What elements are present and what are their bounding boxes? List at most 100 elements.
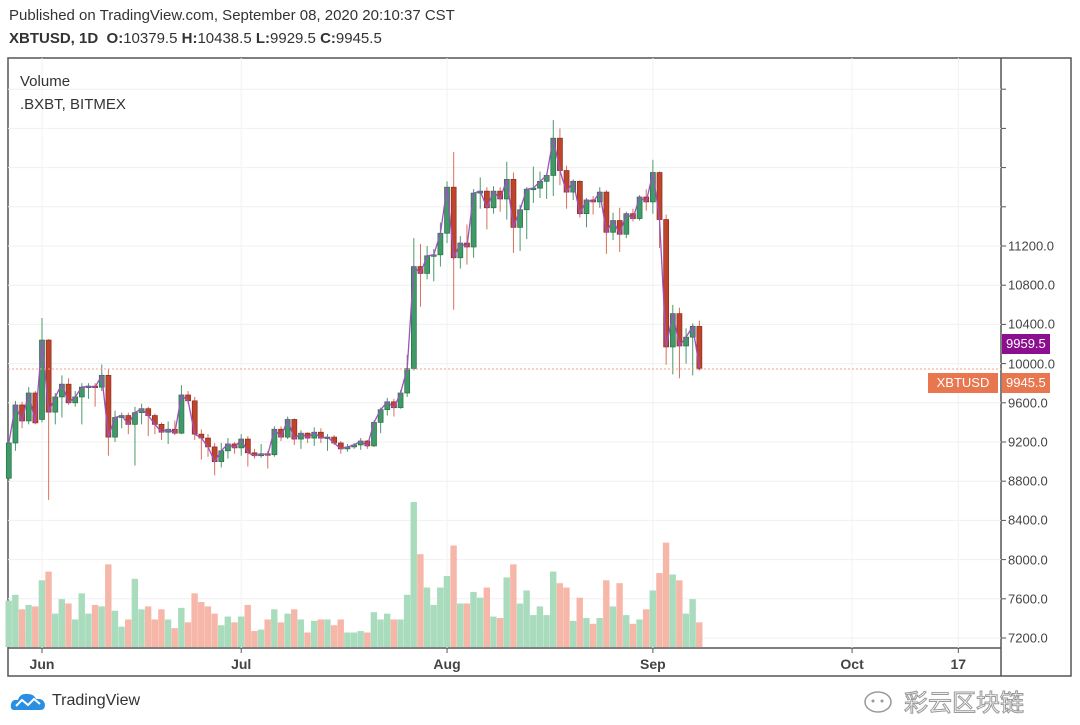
candle — [450, 151, 457, 310]
volume-bar — [231, 622, 238, 647]
y-tick-label: 10000.0 — [1008, 356, 1055, 372]
candle — [5, 439, 12, 482]
candle-body — [291, 419, 298, 440]
candles — [5, 120, 703, 500]
volume-bar — [397, 619, 404, 647]
volume-bar — [649, 590, 656, 647]
close-label: C: — [320, 30, 336, 47]
volume-bar — [450, 545, 457, 647]
candle — [59, 375, 65, 418]
volume-bar — [609, 606, 617, 647]
volume-bar — [370, 612, 378, 647]
candle-body — [603, 191, 610, 233]
volume-bar — [237, 616, 245, 647]
volume-bar — [271, 609, 278, 647]
volume-bar — [178, 607, 185, 647]
volume-bar — [317, 619, 324, 647]
high-label: H: — [181, 30, 198, 47]
volume-bar — [656, 573, 663, 647]
volume-bar — [383, 613, 391, 647]
volume-bar — [337, 619, 344, 647]
volume-bar — [682, 613, 690, 647]
candle-body — [404, 368, 411, 394]
y-tick-label: 7600.0 — [1008, 591, 1048, 607]
volume-bar — [204, 606, 212, 647]
volume-bar — [105, 564, 112, 647]
candle — [530, 166, 537, 203]
volume-bar — [543, 615, 550, 647]
candle — [357, 438, 364, 450]
tradingview-cloud-icon — [10, 693, 46, 710]
candle-body — [450, 186, 457, 259]
volume-bar — [277, 622, 285, 647]
volume-bar — [589, 623, 597, 647]
candle-body — [132, 412, 138, 425]
volume-bar — [496, 618, 504, 647]
open-label: O: — [106, 30, 124, 47]
volume-bar — [623, 615, 630, 647]
symbol-interval: XBTUSD, 1D — [9, 30, 99, 47]
watermark-text: 彩云区块链 — [904, 689, 1025, 718]
candle-body — [484, 190, 490, 209]
candle-body — [610, 220, 616, 233]
candle — [198, 429, 205, 460]
volume-bar — [91, 604, 99, 647]
candle-body — [669, 313, 676, 348]
close-value: 9945.5 — [335, 30, 382, 47]
tradingview-brand: TradingView — [52, 692, 141, 709]
x-tick-label: 17 — [950, 656, 967, 672]
volume-bar — [676, 580, 683, 647]
volume-bar — [304, 632, 311, 647]
candle — [39, 318, 45, 423]
volume-bar — [224, 616, 232, 647]
volume-bar — [118, 626, 125, 647]
candle-body — [397, 392, 404, 409]
y-tick-label: 9600.0 — [1008, 395, 1048, 411]
candle — [318, 428, 324, 443]
candle — [424, 246, 430, 280]
candle-body — [437, 232, 444, 256]
y-tick-label: 8800.0 — [1008, 473, 1048, 489]
candle — [610, 212, 616, 241]
tradingview-logo[interactable]: TradingView — [10, 690, 140, 712]
volume-bar — [423, 587, 431, 647]
y-tick-label: 10400.0 — [1008, 316, 1055, 332]
legend-volume: Volume — [20, 73, 71, 90]
volume-bar — [191, 593, 198, 647]
volume-bar — [569, 620, 577, 647]
volume-bar — [470, 591, 477, 647]
candle-body — [523, 188, 530, 211]
candle-body — [557, 137, 563, 171]
candle — [138, 403, 145, 425]
candle-body — [457, 242, 464, 259]
volume-bar — [51, 613, 59, 647]
volume-bar — [5, 600, 12, 647]
candle-body — [410, 266, 417, 369]
x-tick-label: Jun — [29, 656, 55, 672]
volume-bar — [344, 632, 351, 647]
candle — [550, 120, 557, 197]
candle-body — [191, 400, 198, 435]
high-value: 10438.5 — [197, 30, 252, 47]
index-price-tag: 9959.5 — [1002, 334, 1050, 354]
open-value: 10379.5 — [123, 30, 178, 47]
volume-bar — [211, 613, 218, 647]
volume-bar — [125, 619, 132, 647]
candle — [145, 406, 152, 437]
candle — [410, 238, 417, 371]
candle-body — [105, 375, 112, 438]
candle — [238, 434, 245, 456]
volume-bar — [38, 580, 46, 647]
volume-bar — [476, 597, 484, 647]
candle — [417, 244, 424, 307]
candle-body — [636, 196, 643, 219]
candle — [258, 443, 264, 458]
volume-bar — [65, 603, 72, 647]
candle-body — [424, 255, 430, 274]
candle-body — [52, 396, 59, 413]
candle-body — [676, 313, 683, 347]
low-value: 9929.5 — [270, 30, 316, 47]
volume-bar — [18, 609, 26, 647]
volume-bar — [131, 578, 139, 647]
